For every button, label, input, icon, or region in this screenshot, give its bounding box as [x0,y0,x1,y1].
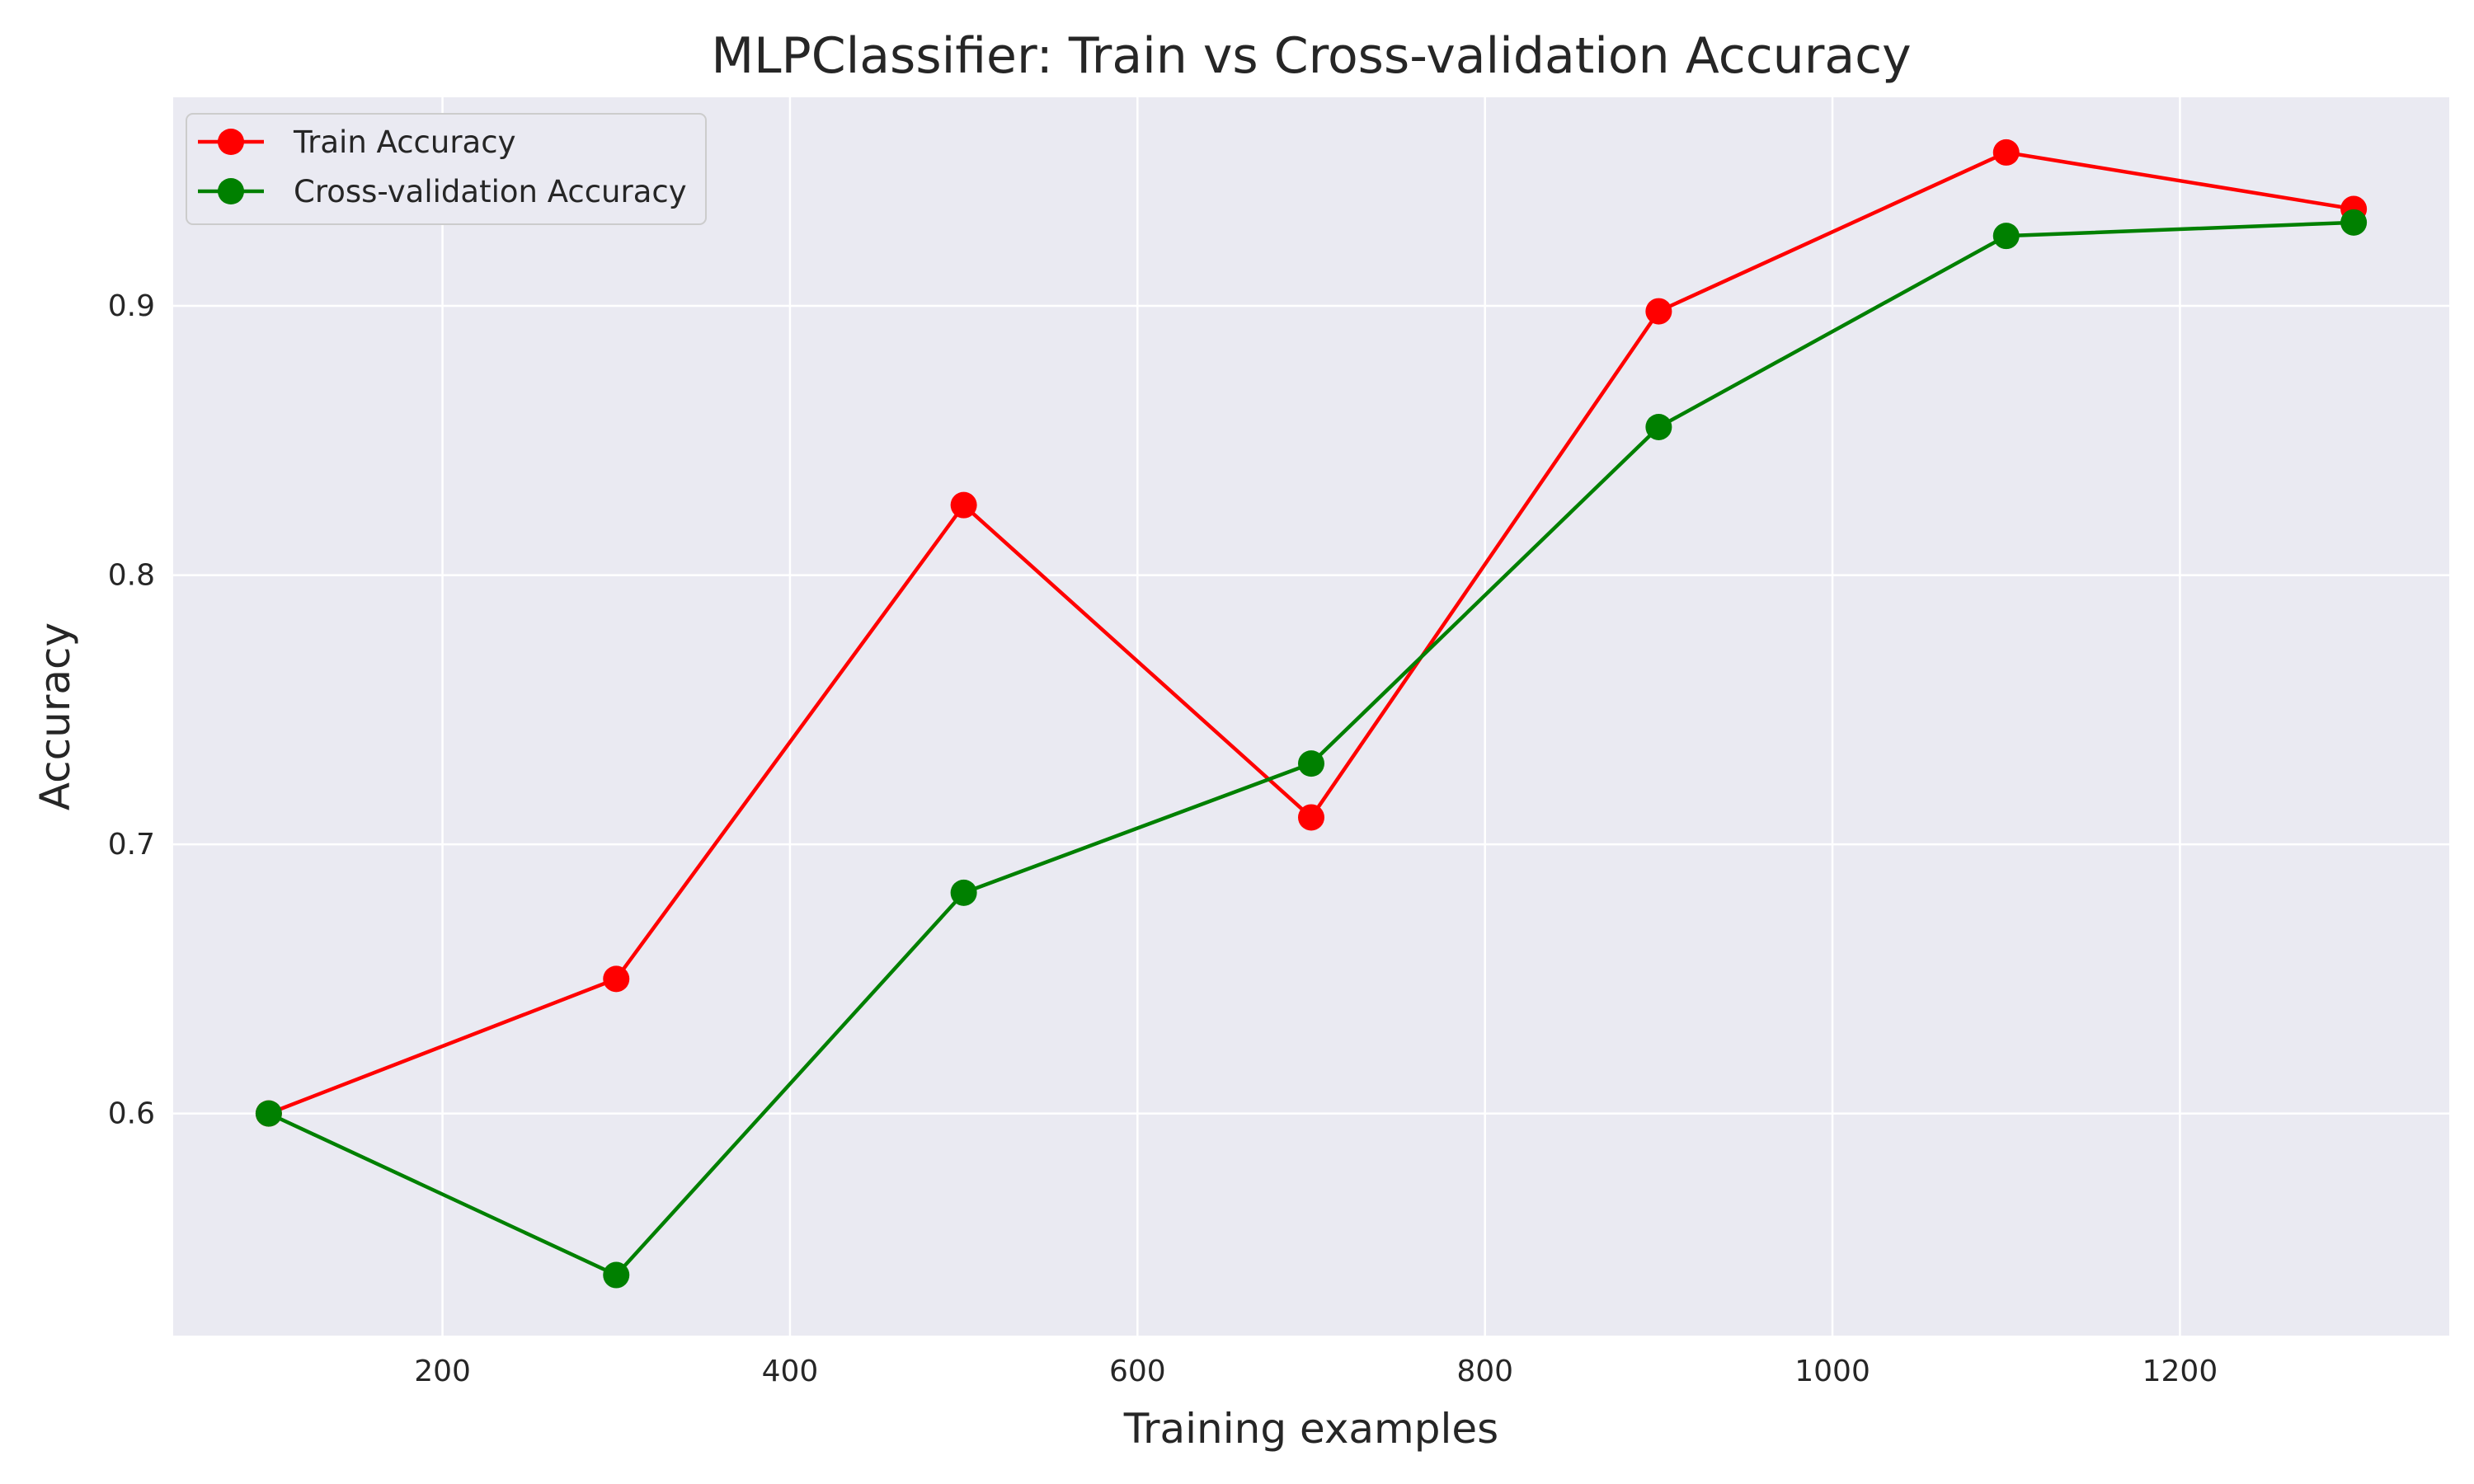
data-point [950,879,977,906]
x-tick-label: 800 [1456,1355,1513,1388]
data-series [255,139,2368,1289]
legend-label-cv: Cross-validation Accuracy [294,174,687,209]
legend-marker-train [218,129,244,155]
data-point [1298,804,1324,831]
legend: Train Accuracy Cross-validation Accuracy [186,113,707,225]
series-cross-validation [255,209,2368,1289]
data-point [1992,139,2020,166]
x-tick-label: 200 [414,1355,471,1388]
y-axis-label: Accuracy [31,622,79,810]
grid-lines [173,97,2449,1336]
x-tick-label: 1000 [1794,1355,1870,1388]
y-tick-label: 0.6 [108,1097,155,1131]
data-point [1645,298,1672,325]
data-point [2340,209,2368,236]
y-tick-label: 0.7 [108,828,155,862]
data-point [255,1100,282,1127]
data-point [1645,413,1672,440]
chart-title: MLPClassifier: Train vs Cross-validation… [711,27,1911,85]
legend-marker-cv [218,178,244,204]
data-point [1298,750,1324,777]
x-tick-label: 1200 [2142,1355,2218,1388]
data-point [1992,223,2020,250]
x-axis-label: Training examples [1123,1405,1498,1453]
legend-box [186,113,707,225]
y-tick-label: 0.9 [108,289,155,323]
x-tick-label: 600 [1109,1355,1166,1388]
tick-labels: 200 400 600 800 1000 1200 0.6 0.7 0.8 0.9 [108,289,2218,1388]
plot-area [173,97,2449,1336]
legend-label-train: Train Accuracy [293,124,515,160]
data-point [950,491,977,519]
x-tick-label: 400 [762,1355,819,1388]
data-point [603,965,630,993]
y-tick-label: 0.8 [108,559,155,593]
data-point [603,1261,630,1289]
